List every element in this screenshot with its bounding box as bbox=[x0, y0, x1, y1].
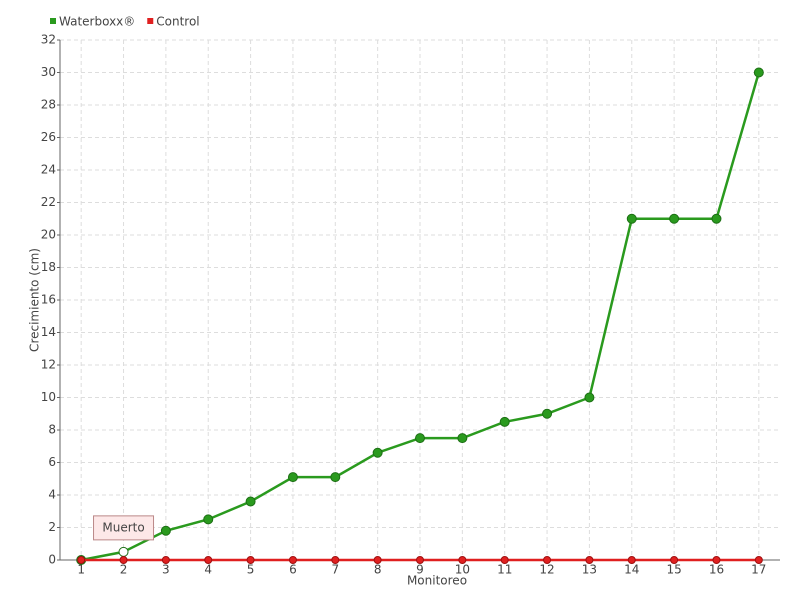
point bbox=[627, 556, 636, 564]
x-tick-label: 2 bbox=[120, 563, 128, 577]
y-tick-label: 12 bbox=[41, 358, 56, 372]
x-axis-label: Monitoreo bbox=[407, 574, 467, 588]
point bbox=[753, 67, 764, 78]
point bbox=[585, 556, 594, 564]
y-tick-label: 10 bbox=[41, 390, 56, 404]
point bbox=[415, 433, 425, 444]
point bbox=[204, 556, 213, 564]
point bbox=[245, 496, 256, 507]
x-tick-label: 11 bbox=[497, 563, 512, 577]
point bbox=[373, 556, 382, 564]
x-tick-label: 10 bbox=[455, 563, 470, 577]
point bbox=[161, 556, 170, 564]
y-tick-label: 24 bbox=[41, 163, 56, 177]
y-tick-label: 32 bbox=[41, 33, 56, 47]
point bbox=[119, 556, 128, 564]
annotation-text: Muerto bbox=[102, 520, 144, 534]
y-tick-label: 4 bbox=[48, 488, 56, 502]
y-tick-label: 30 bbox=[41, 65, 56, 79]
point bbox=[542, 408, 553, 419]
x-tick-label: 12 bbox=[539, 563, 554, 577]
point bbox=[670, 556, 679, 564]
point bbox=[118, 546, 129, 557]
y-tick-label: 14 bbox=[41, 325, 56, 339]
point bbox=[246, 556, 255, 564]
x-tick-label: 5 bbox=[247, 563, 255, 577]
x-tick-label: 3 bbox=[162, 563, 170, 577]
y-tick-label: 28 bbox=[41, 98, 56, 112]
x-tick-label: 6 bbox=[289, 563, 297, 577]
x-tick-label: 9 bbox=[416, 563, 424, 577]
point bbox=[372, 447, 383, 458]
x-tick-label: 8 bbox=[374, 563, 382, 577]
legend-label: Waterboxx® bbox=[59, 15, 135, 29]
x-tick-label: 4 bbox=[204, 563, 212, 577]
point bbox=[458, 556, 467, 564]
point bbox=[711, 213, 722, 224]
point bbox=[331, 556, 340, 564]
point bbox=[626, 213, 637, 224]
point bbox=[669, 213, 680, 224]
y-tick-label: 6 bbox=[48, 455, 56, 469]
y-tick-label: 8 bbox=[48, 423, 56, 437]
x-tick-label: 1 bbox=[77, 563, 85, 577]
point bbox=[77, 556, 86, 564]
x-tick-label: 16 bbox=[709, 563, 724, 577]
point bbox=[500, 556, 509, 564]
point bbox=[330, 472, 341, 483]
y-tick-label: 18 bbox=[41, 260, 56, 274]
point bbox=[457, 433, 468, 444]
y-tick-label: 26 bbox=[41, 130, 56, 144]
y-tick-label: 16 bbox=[41, 293, 56, 307]
point bbox=[584, 392, 595, 403]
point bbox=[499, 416, 510, 427]
x-tick-label: 13 bbox=[582, 563, 597, 577]
annotation-box bbox=[93, 515, 155, 541]
point bbox=[712, 556, 721, 564]
legend-swatch bbox=[50, 18, 56, 24]
y-tick-label: 2 bbox=[48, 520, 56, 534]
y-tick-label: 0 bbox=[48, 553, 56, 567]
y-tick-label: 20 bbox=[41, 228, 56, 242]
point bbox=[288, 556, 297, 564]
x-tick-label: 17 bbox=[751, 563, 766, 577]
point bbox=[203, 514, 214, 525]
point bbox=[160, 525, 171, 536]
point bbox=[543, 556, 552, 564]
point bbox=[287, 472, 298, 483]
legend-swatch bbox=[147, 18, 154, 24]
x-tick-label: 15 bbox=[666, 563, 681, 577]
y-axis-label: Crecimiento (cm) bbox=[28, 248, 42, 352]
y-tick-label: 22 bbox=[41, 195, 56, 209]
x-tick-label: 7 bbox=[331, 563, 339, 577]
legend-label: Control bbox=[156, 15, 199, 29]
point bbox=[754, 556, 763, 564]
point bbox=[416, 556, 424, 564]
x-tick-label: 14 bbox=[624, 563, 639, 577]
